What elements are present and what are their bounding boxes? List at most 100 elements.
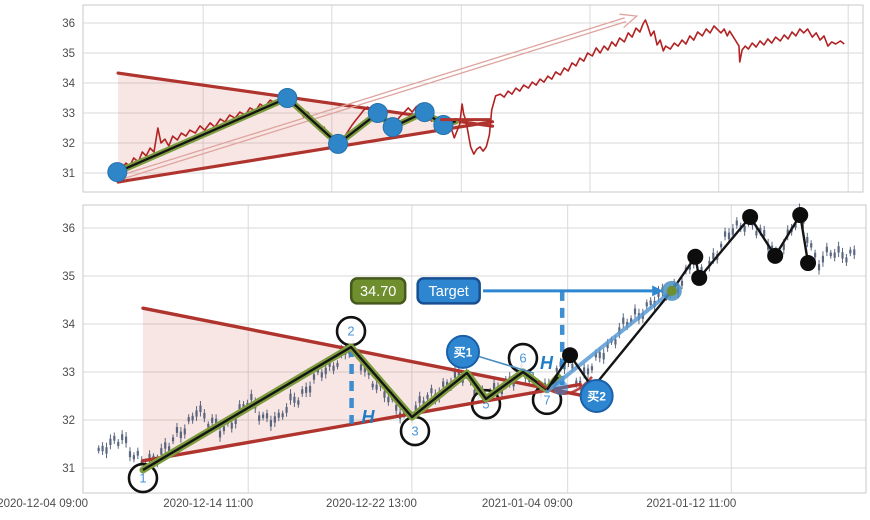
candle-body — [794, 223, 797, 228]
candle-body — [187, 417, 190, 422]
target-chip[interactable]: Target — [416, 277, 481, 305]
breakout-dot[interactable] — [792, 207, 809, 224]
candle-body — [336, 362, 339, 367]
candle-body — [191, 415, 194, 421]
candle-body — [849, 249, 852, 254]
candle-body — [97, 447, 100, 452]
breakout-dot[interactable] — [687, 248, 704, 265]
candle-body — [853, 249, 856, 256]
candle-body — [759, 227, 762, 233]
x-tick-label: 2021-01-04 09:00 — [482, 498, 573, 510]
candle-body — [571, 364, 574, 369]
candle-body — [124, 436, 128, 444]
entry-dot[interactable] — [553, 380, 569, 396]
candle-body — [132, 455, 135, 460]
candle-body — [712, 252, 715, 260]
y-tick-label: 36 — [62, 18, 75, 30]
candle-body — [171, 437, 175, 442]
candle-body — [242, 404, 245, 409]
breakout-dot[interactable] — [800, 255, 817, 272]
candle-body — [164, 442, 167, 449]
candle-body — [136, 450, 139, 456]
candle-body — [207, 423, 210, 428]
candle-body — [590, 366, 594, 371]
candle-body — [731, 228, 734, 235]
price-chip-label: 34.70 — [360, 284, 396, 300]
price-chip-box — [349, 277, 407, 305]
candle-body — [215, 418, 218, 426]
pivot-circle-number: 6 — [519, 351, 526, 366]
candle-body — [211, 417, 214, 423]
buy2-marker[interactable]: 买2 — [579, 379, 614, 413]
breakout-dot[interactable] — [562, 347, 579, 364]
candle-body — [770, 245, 774, 252]
breakout-dot[interactable] — [742, 208, 759, 225]
candle-body — [821, 255, 825, 263]
candle-body — [148, 454, 151, 460]
price-chip[interactable]: 34.70 — [349, 277, 407, 305]
x-tick-label: 2020-12-14 11:00 — [163, 498, 253, 510]
candle-body — [602, 352, 605, 360]
candle-body — [583, 367, 586, 375]
candle-body — [735, 220, 738, 226]
candle-body — [195, 410, 198, 417]
bottom-panel-border — [82, 204, 867, 494]
y-tick-label: 36 — [62, 223, 75, 235]
candle-body — [175, 427, 179, 433]
candle-body — [575, 380, 578, 385]
trend-arrow-edge — [119, 17, 625, 177]
pivot-dot[interactable] — [277, 88, 298, 108]
y-tick-label: 33 — [62, 367, 75, 379]
candle-body — [586, 368, 590, 375]
pivot-dot[interactable] — [328, 133, 349, 154]
breakout-dot[interactable] — [767, 247, 784, 264]
candle-body — [218, 431, 222, 438]
buy-marker-label: 买2 — [587, 390, 606, 404]
candle-body — [825, 246, 828, 253]
candle-body — [645, 302, 648, 307]
candle-body — [442, 381, 445, 387]
h-label: H — [362, 407, 376, 427]
candle-body — [473, 389, 476, 397]
candle-body — [250, 393, 253, 401]
candle-body — [316, 368, 319, 373]
candle-body — [833, 252, 836, 258]
candle-body — [426, 394, 429, 399]
candle-body — [383, 391, 386, 398]
pivot-circle-number: 5 — [482, 397, 489, 412]
pivot-dot[interactable] — [107, 162, 128, 183]
candle-body — [273, 416, 276, 423]
pivot-dot[interactable] — [367, 103, 388, 123]
pivot-circle-6[interactable]: 6 — [507, 342, 539, 374]
wedge-fill — [118, 73, 478, 182]
candle-body — [786, 229, 789, 236]
candle-body — [630, 318, 633, 323]
pivot-circle-number: 7 — [543, 392, 550, 407]
candle-body — [297, 400, 300, 405]
pivot-dot[interactable] — [382, 117, 403, 138]
candle-body — [289, 393, 292, 401]
buy1-marker[interactable]: 买1 — [445, 334, 480, 369]
buy-marker-circle — [445, 334, 480, 369]
candle-body — [261, 414, 265, 418]
candle-body — [395, 405, 398, 411]
pivot-circle-3[interactable]: 3 — [399, 415, 431, 447]
target-hit-marker-core — [666, 285, 677, 296]
pivot-dot[interactable] — [414, 102, 435, 123]
pivot-circle-2[interactable]: 2 — [335, 315, 367, 347]
candle-body — [763, 230, 766, 237]
y-tick-label: 35 — [62, 271, 75, 283]
candle-body — [121, 434, 124, 441]
breakout-path — [546, 213, 810, 391]
candle-body — [814, 252, 817, 258]
candle-body — [199, 405, 202, 412]
trend-arrow-edge — [120, 20, 627, 181]
x-tick-label: 2021-01-12 11:00 — [646, 498, 736, 510]
candle-body — [633, 308, 637, 315]
buy-marker-label: 买1 — [454, 345, 473, 359]
candle-body — [418, 396, 421, 403]
breakout-dot[interactable] — [691, 269, 708, 286]
pivot-circle-1[interactable]: 1 — [127, 462, 159, 494]
